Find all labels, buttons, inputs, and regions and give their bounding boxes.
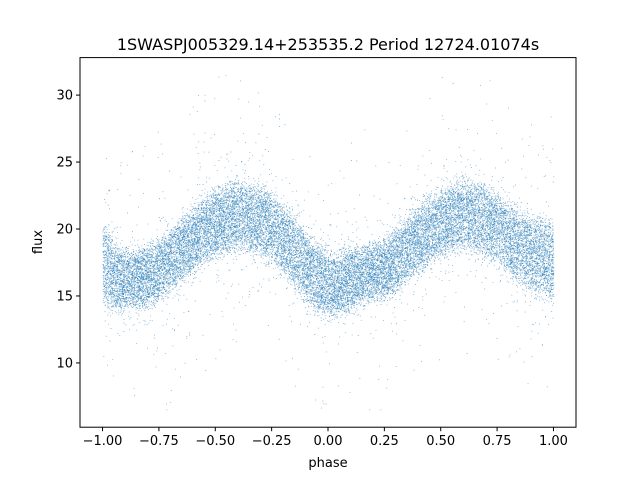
data-point-cluster <box>102 103 555 411</box>
data-point-cluster <box>102 77 554 402</box>
x-tick-label: −0.75 <box>139 434 179 449</box>
y-tick-label: 10 <box>56 356 73 371</box>
y-axis-label: flux <box>31 230 46 254</box>
x-tick-label: 1.00 <box>539 434 568 449</box>
x-tick-label: 0.75 <box>483 434 512 449</box>
y-axis: 10 15 20 25 30 <box>56 89 80 371</box>
x-tick-label: 0.50 <box>426 434 455 449</box>
y-tick-label: 30 <box>56 89 73 104</box>
chart-title: 1SWASPJ005329.14+253535.2 Period 12724.0… <box>117 35 539 54</box>
x-tick-label: −1.00 <box>83 434 123 449</box>
y-tick-label: 15 <box>56 289 73 304</box>
x-axis: −1.00 −0.75 −0.50 −0.25 0.00 0.25 0.50 0.75 1.00 <box>83 427 568 449</box>
y-tick-label: 20 <box>56 223 73 238</box>
data-point-cluster <box>102 75 555 405</box>
data-point-cluster <box>102 98 555 411</box>
data-points <box>102 75 555 411</box>
x-tick-label: 0.25 <box>370 434 399 449</box>
x-tick-label: −0.50 <box>195 434 235 449</box>
data-point-cluster <box>102 76 554 411</box>
x-tick-label: −0.25 <box>252 434 292 449</box>
plot-frame <box>79 57 577 428</box>
x-axis-label: phase <box>308 456 347 471</box>
y-tick-label: 25 <box>56 156 73 171</box>
x-tick-label: 0.00 <box>314 434 343 449</box>
